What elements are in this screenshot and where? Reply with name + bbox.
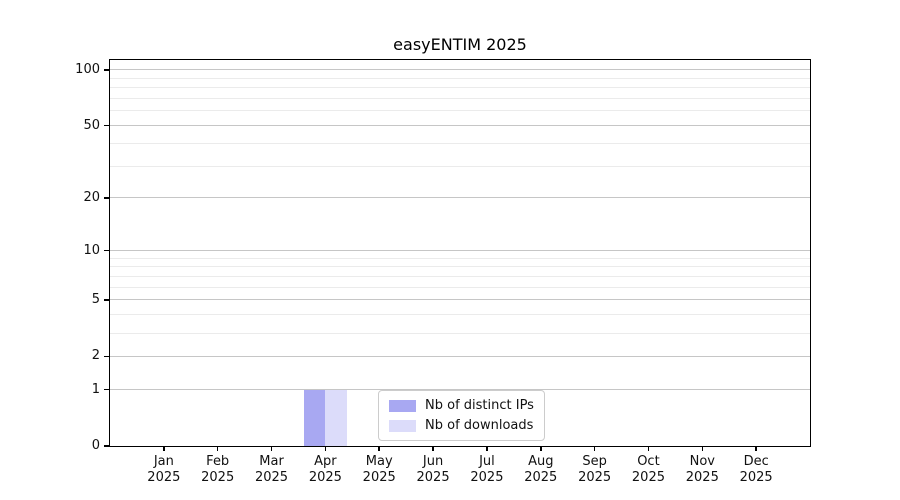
y-tick-mark	[104, 445, 110, 447]
x-tick-mark	[270, 446, 273, 451]
x-tick-label: Dec 2025	[739, 454, 773, 485]
plot-area: 0 1 2 5 10 20 50 100 Jan 2025 Feb 2025 Mar 2025 Apr…	[75, 59, 811, 485]
y-tick-mark	[104, 69, 110, 71]
x-tick-mark	[647, 446, 650, 451]
x-tick-label: Mar 2025	[254, 454, 289, 485]
legend-label: Nb of distinct IPs	[425, 398, 534, 413]
x-tick-mark	[540, 446, 542, 451]
bar-downloads	[325, 389, 347, 446]
gridline-major	[110, 389, 810, 390]
y-tick-mark	[104, 124, 110, 127]
y-tick-label: 50	[83, 117, 100, 133]
y-tick-label: 5	[91, 292, 100, 308]
x-tick-label: Nov 2025	[685, 454, 719, 485]
x-tick-label: Aug 2025	[524, 454, 558, 485]
gridline-minor	[110, 87, 810, 89]
x-tick-label: Feb 2025	[201, 454, 235, 485]
gridline-minor	[110, 110, 810, 112]
x-tick-mark	[701, 446, 704, 451]
x-tick-mark	[378, 446, 380, 451]
y-tick-mark	[104, 299, 110, 301]
y-tick-mark	[104, 388, 110, 391]
gridline-major	[110, 125, 810, 127]
gridline-minor	[110, 257, 810, 259]
gridline-major	[110, 69, 810, 71]
gridline-minor	[110, 276, 810, 278]
x-tick-mark	[593, 446, 596, 451]
y-tick-label: 0	[91, 438, 100, 454]
x-tick-mark	[163, 446, 165, 451]
x-tick-label: Jul 2025	[470, 454, 504, 485]
x-tick-label: Apr 2025	[308, 454, 342, 485]
y-tick-mark	[104, 355, 110, 358]
bar-distinct-ips	[303, 389, 326, 446]
gridline-minor	[110, 266, 810, 268]
x-tick-label: Jan 2025	[147, 454, 181, 485]
gridline-minor	[110, 77, 810, 79]
x-tick-mark	[324, 446, 327, 451]
x-tick-mark	[432, 446, 434, 451]
gridline-minor	[110, 142, 810, 144]
y-tick-label: 10	[83, 242, 100, 258]
gridline-minor	[110, 332, 810, 334]
legend: Nb of distinct IPs Nb of downloads	[378, 390, 545, 441]
x-tick-label: Jun 2025	[416, 454, 450, 485]
y-tick-label: 20	[83, 190, 100, 206]
legend-entry: Nb of distinct IPs	[389, 397, 534, 414]
legend-swatch	[389, 419, 416, 432]
gridline-minor	[110, 314, 810, 316]
y-tick-mark	[104, 249, 110, 252]
y-tick-label: 2	[91, 348, 100, 364]
y-tick-mark	[104, 197, 110, 199]
gridline-major	[110, 197, 810, 199]
y-tick-label: 1	[91, 381, 100, 397]
x-tick-mark	[486, 446, 488, 451]
gridline-major	[110, 355, 810, 357]
gridline-minor	[110, 165, 810, 167]
x-tick-label: Sep 2025	[578, 454, 612, 485]
x-tick-mark	[755, 446, 757, 451]
gridline-minor	[110, 98, 810, 100]
x-tick-mark	[216, 446, 219, 451]
legend-swatch	[389, 399, 416, 412]
y-tick-label: 100	[75, 62, 100, 78]
chart-title: easyENTIM 2025	[393, 35, 527, 54]
x-tick-label: Oct 2025	[631, 454, 665, 485]
gridline-major	[110, 299, 810, 301]
legend-entry: Nb of downloads	[389, 417, 534, 434]
legend-label: Nb of downloads	[425, 418, 534, 433]
gridline-major	[110, 250, 810, 252]
gridline-minor	[110, 286, 810, 288]
x-tick-label: May 2025	[362, 454, 396, 485]
